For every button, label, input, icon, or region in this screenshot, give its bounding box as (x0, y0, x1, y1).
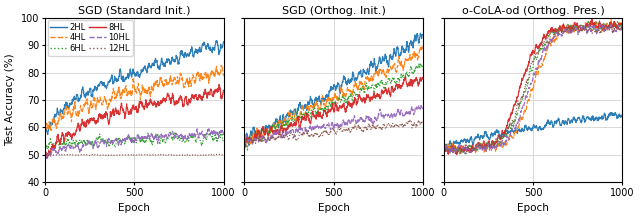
Title: SGD (Standard Init.): SGD (Standard Init.) (78, 5, 191, 16)
X-axis label: Epoch: Epoch (317, 203, 349, 214)
Legend: 2HL, 4HL, 6HL, 8HL, 10HL, 12HL: 2HL, 4HL, 6HL, 8HL, 10HL, 12HL (47, 20, 133, 56)
X-axis label: Epoch: Epoch (118, 203, 150, 214)
Title: SGD (Orthog. Init.): SGD (Orthog. Init.) (282, 5, 385, 16)
Y-axis label: Test Accuracy (%): Test Accuracy (%) (6, 54, 15, 146)
Title: o-CoLA-od (Orthog. Pres.): o-CoLA-od (Orthog. Pres.) (461, 5, 604, 16)
X-axis label: Epoch: Epoch (517, 203, 549, 214)
